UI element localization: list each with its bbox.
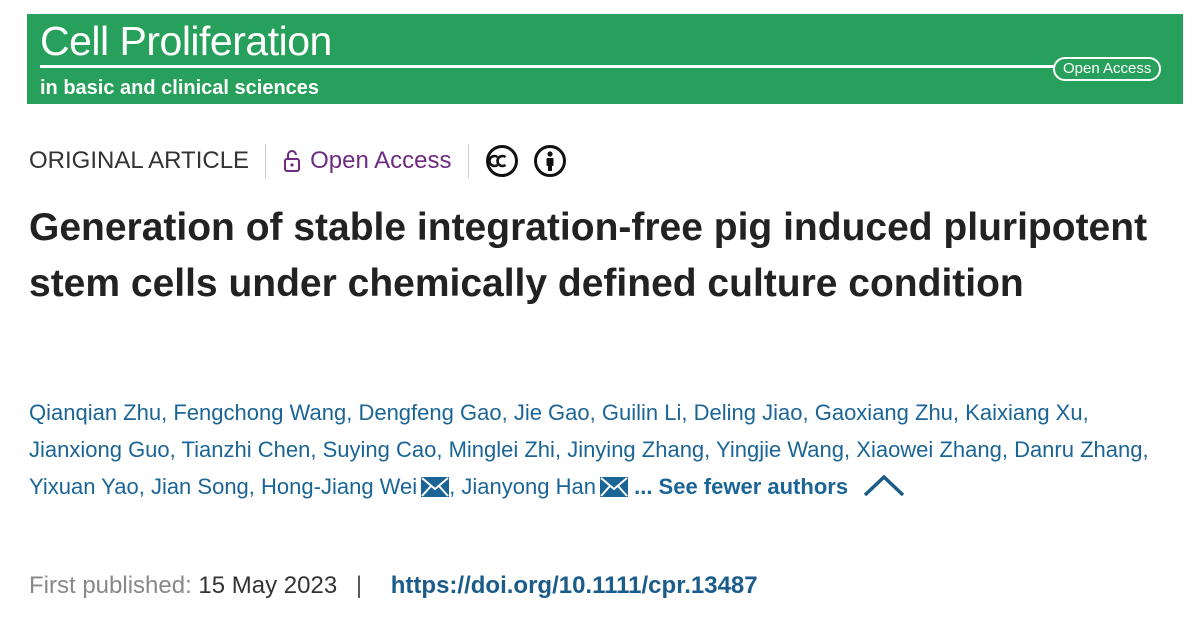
author-separator: ,	[1001, 437, 1008, 462]
journal-banner[interactable]: Cell Proliferation Open Access in basic …	[27, 14, 1183, 104]
author-name[interactable]: Minglei Zhi	[448, 437, 555, 462]
journal-title: Cell Proliferation	[40, 18, 332, 64]
published-label: First published:	[29, 572, 192, 599]
open-access-badge: Open Access	[1053, 57, 1162, 81]
author-entry: Fengchong Wang,	[173, 400, 352, 425]
author-name[interactable]: Dengfeng Gao	[358, 400, 502, 425]
author-entry: Danru Zhang,	[1014, 437, 1149, 462]
article-meta: ORIGINAL ARTICLE Open Access	[29, 144, 569, 178]
author-entry: Yingjie Wang,	[716, 437, 850, 462]
author-entry: Jianxiong Guo,	[29, 437, 176, 462]
author-separator: ,	[449, 474, 456, 499]
author-name[interactable]: Xiaowei Zhang	[856, 437, 1002, 462]
author-separator: ,	[554, 437, 562, 462]
author-name[interactable]: Guilin Li	[601, 400, 682, 425]
author-name[interactable]: Deling Jiao	[693, 400, 803, 425]
author-separator: ,	[1082, 400, 1089, 425]
article-category: ORIGINAL ARTICLE	[29, 147, 250, 174]
author-entry: Tianzhi Chen,	[182, 437, 317, 462]
author-name[interactable]: Danru Zhang	[1014, 437, 1143, 462]
divider	[467, 144, 469, 178]
author-name[interactable]: Yixuan Yao	[29, 474, 139, 499]
author-entry: Jie Gao,	[514, 400, 596, 425]
author-name[interactable]: Jianyong Han	[461, 474, 596, 499]
author-entry: Qianqian Zhu,	[29, 400, 167, 425]
author-name[interactable]: Yingjie Wang	[716, 437, 845, 462]
divider	[265, 144, 267, 178]
author-name[interactable]: Jie Gao	[513, 400, 590, 425]
email-icon[interactable]	[599, 477, 628, 497]
publication-line: First published: 15 May 2023 | https://d…	[29, 572, 758, 600]
author-separator: ,	[310, 437, 317, 462]
email-icon[interactable]	[421, 477, 450, 497]
author-separator: ,	[248, 474, 255, 499]
author-entry: Minglei Zhi,	[449, 437, 562, 462]
author-separator: ,	[681, 400, 688, 425]
article-title: Generation of stable integration-free pi…	[29, 206, 1148, 305]
author-name[interactable]: Tianzhi Chen	[181, 437, 311, 462]
author-name[interactable]: Hong-Jiang Wei	[261, 474, 418, 499]
author-name[interactable]: Kaixiang Xu	[965, 400, 1083, 425]
author-separator: ,	[589, 400, 596, 425]
author-entry: Jianyong Han	[461, 474, 628, 499]
chevron-up[interactable]	[862, 474, 906, 498]
author-entry: Gaoxiang Zhu,	[815, 400, 959, 425]
author-name[interactable]: Jinying Zhang	[567, 437, 705, 462]
author-separator: ,	[138, 474, 145, 499]
author-separator: ,	[169, 437, 176, 462]
author-entry: Kaixiang Xu,	[965, 400, 1089, 425]
published-date: 15 May 2023	[198, 572, 338, 599]
author-entry: Deling Jiao,	[694, 400, 809, 425]
author-name[interactable]: Jian Song	[150, 474, 249, 499]
toggle-authors[interactable]: ... See fewer authors	[634, 474, 849, 499]
author-name[interactable]: Qianqian Zhu	[29, 400, 162, 425]
author-separator: ,	[952, 400, 960, 425]
author-separator: ,	[1142, 437, 1149, 462]
author-entry: Hong-Jiang Wei,	[261, 474, 455, 499]
author-entry: Jinying Zhang,	[567, 437, 710, 462]
author-list: Qianqian Zhu, Fengchong Wang, Dengfeng G…	[29, 394, 1179, 505]
author-separator: ,	[802, 400, 809, 425]
author-separator: ,	[501, 400, 508, 425]
author-name[interactable]: Gaoxiang Zhu	[814, 400, 953, 425]
author-separator: ,	[704, 437, 711, 462]
author-separator: ,	[346, 400, 353, 425]
author-entry: Jian Song,	[151, 474, 255, 499]
author-name[interactable]: Suying Cao	[322, 437, 437, 462]
author-entry: Yixuan Yao,	[29, 474, 145, 499]
lock-icon	[284, 150, 301, 172]
banner-rule	[40, 65, 1055, 68]
author-entry: Xiaowei Zhang,	[856, 437, 1008, 462]
doi-link[interactable]: https://doi.org/10.1111/cpr.13487	[390, 572, 758, 599]
author-name[interactable]: Fengchong Wang	[173, 400, 347, 425]
author-entry: Guilin Li,	[602, 400, 688, 425]
author-name[interactable]: Jianxiong Guo	[29, 437, 170, 462]
author-entry: Suying Cao,	[323, 437, 443, 462]
license-icons[interactable]	[485, 144, 569, 178]
journal-subtitle: in basic and clinical sciences	[40, 77, 320, 99]
author-separator: ,	[161, 400, 168, 425]
author-separator: ,	[844, 437, 851, 462]
separator: |	[355, 572, 363, 599]
author-separator: ,	[436, 437, 443, 462]
access-label: Open Access	[310, 147, 452, 174]
author-entry: Dengfeng Gao,	[358, 400, 507, 425]
